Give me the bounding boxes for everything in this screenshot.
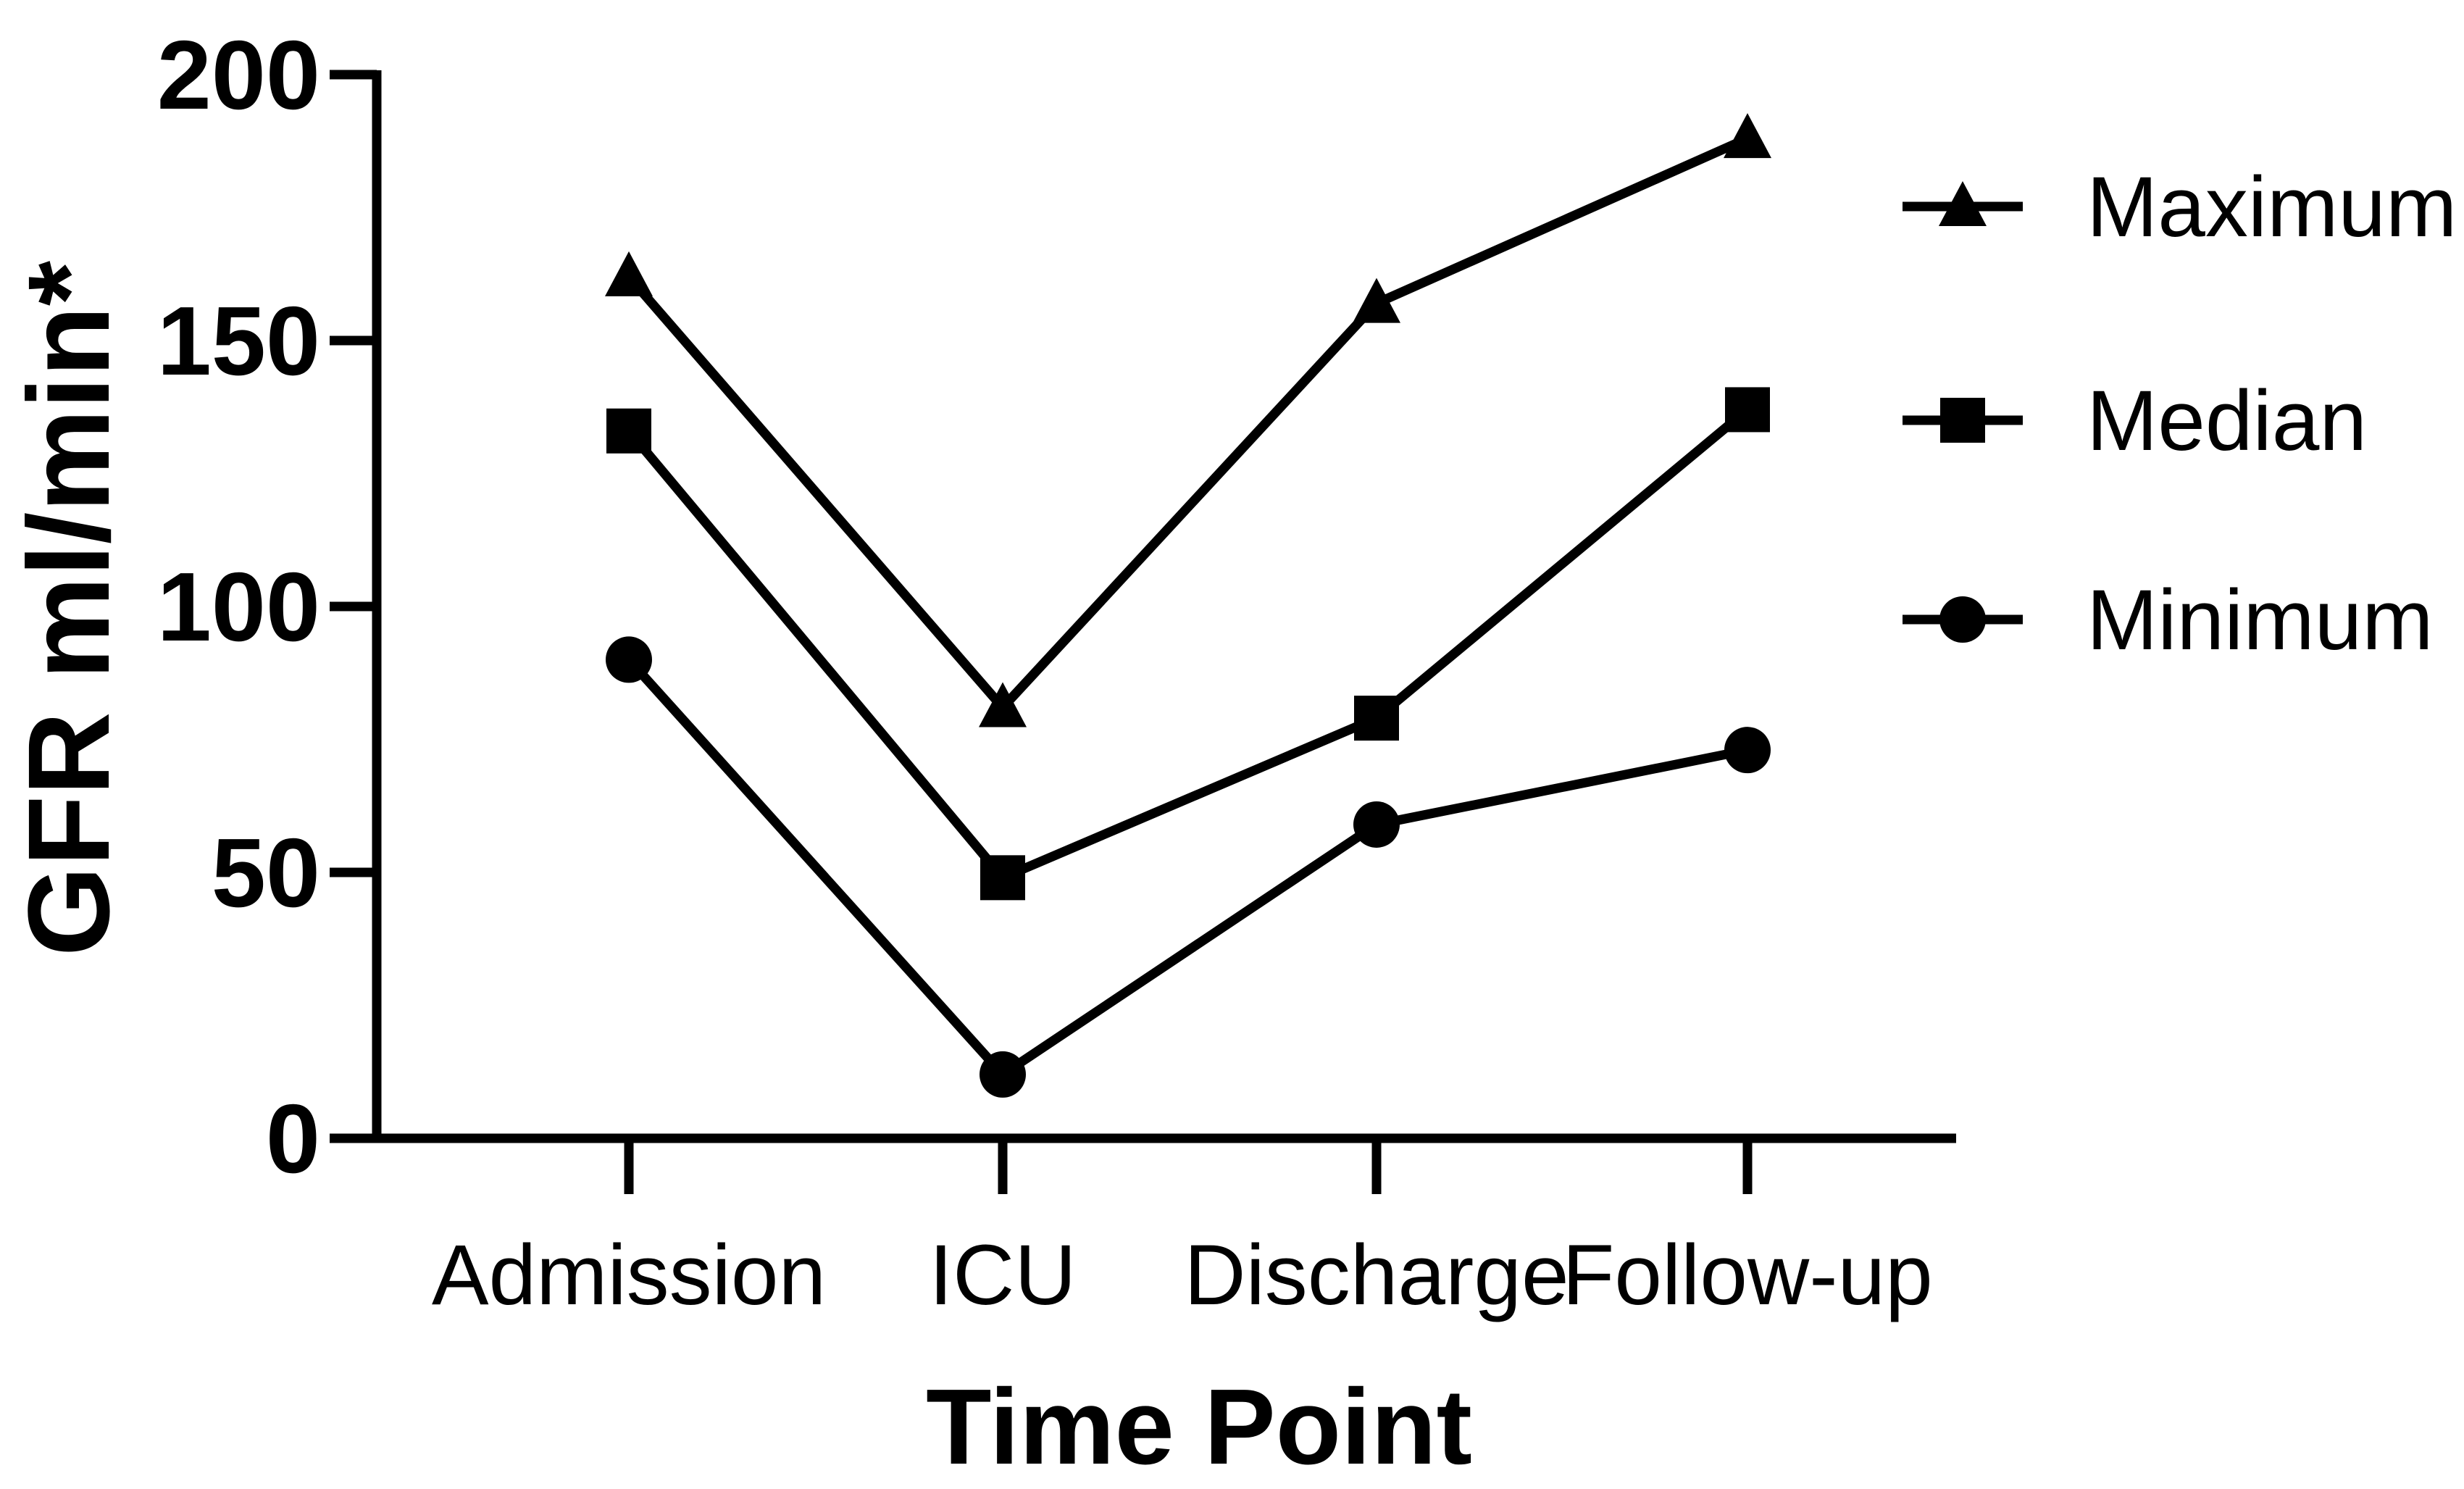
data-point-maximum-admission-triangle-icon <box>605 251 653 296</box>
legend-markers-group <box>1903 181 2023 643</box>
series-line-minimum <box>625 656 1749 1081</box>
data-point-minimum-admission-circle-icon <box>606 636 652 683</box>
data-point-median-icu-square-icon <box>980 855 1025 901</box>
y-tick-label-200: 200 <box>157 20 320 130</box>
series-line-maximum <box>625 134 1750 715</box>
data-point-median-follow-up-square-icon <box>1725 387 1770 433</box>
data-point-maximum-discharge-triangle-icon <box>1353 278 1400 323</box>
legend-label-minimum: Minimum <box>2087 572 2434 668</box>
data-point-minimum-discharge-circle-icon <box>1353 801 1400 848</box>
data-point-median-discharge-square-icon <box>1354 696 1399 741</box>
y-tick-label-100: 100 <box>157 552 320 662</box>
y-axis-title: GFR ml/min* <box>4 260 133 956</box>
legend-label-median: Median <box>2087 373 2367 469</box>
x-category-label-admission: Admission <box>432 1227 826 1323</box>
x-axis-title: Time Point <box>926 1367 1472 1487</box>
legend-label-maximum: Maximum <box>2087 159 2457 255</box>
x-category-label-followup: Follow-up <box>1562 1227 1933 1323</box>
legend-marker-minimum-circle-icon <box>1939 596 1986 643</box>
data-point-minimum-icu-circle-icon <box>980 1051 1026 1098</box>
y-tick-label-50: 50 <box>212 818 320 927</box>
series-line-median <box>625 406 1751 884</box>
legend-marker-maximum-triangle-icon <box>1939 181 1987 226</box>
x-category-label-icu: ICU <box>929 1227 1076 1323</box>
legend-marker-median-square-icon <box>1940 398 1985 443</box>
y-tick-label-150: 150 <box>157 286 320 396</box>
data-point-maximum-follow-up-triangle-icon <box>1724 113 1771 159</box>
axes-group <box>330 70 1956 1194</box>
x-category-label-discharge: Discharge <box>1184 1227 1569 1323</box>
y-tick-label-0: 0 <box>266 1084 320 1193</box>
data-point-minimum-follow-up-circle-icon <box>1724 727 1771 774</box>
series-group <box>605 113 1771 1098</box>
data-point-maximum-icu-triangle-icon <box>979 682 1027 727</box>
data-point-median-admission-square-icon <box>606 408 651 454</box>
